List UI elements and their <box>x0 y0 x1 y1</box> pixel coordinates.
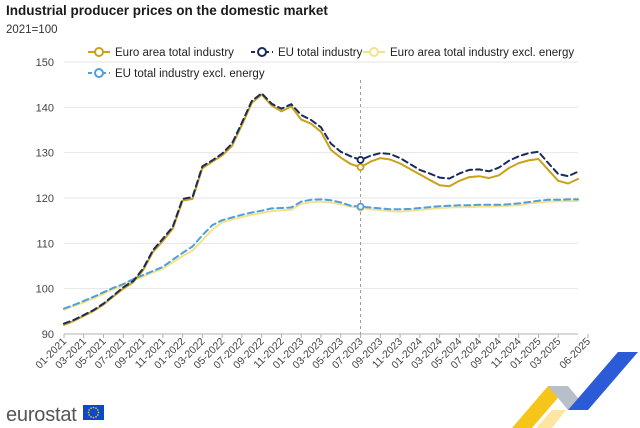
y-tick-label: 120 <box>36 193 54 205</box>
series-point <box>356 202 365 211</box>
series-line <box>63 199 579 311</box>
y-tick-label: 110 <box>36 238 54 250</box>
legend-label: EU total industry <box>278 47 363 59</box>
series-point <box>356 156 365 164</box>
legend-item[interactable]: Euro area total industry <box>88 47 234 59</box>
unit-label: 2021=100 <box>6 24 58 36</box>
series-lines <box>63 92 579 326</box>
series-line <box>63 198 579 310</box>
flag-star-icon <box>95 416 97 418</box>
legend-marker-icon <box>257 47 267 57</box>
flag-star-icon <box>92 406 95 409</box>
flag-star-icon <box>88 409 90 411</box>
flag-star-icon <box>90 416 92 418</box>
grid-lines <box>64 61 578 335</box>
eu-flag-icon <box>83 405 104 420</box>
legend-label: Euro area total industry excl. energy <box>390 47 574 59</box>
legend-item[interactable]: Euro area total industry excl. energy <box>363 47 574 59</box>
legend-label: Euro area total industry <box>115 47 234 59</box>
flag-star-icon <box>88 414 90 416</box>
flag-star-icon <box>92 416 95 419</box>
legend-label: EU total industry excl. energy <box>115 68 265 80</box>
legend[interactable]: Euro area total industry EU total industr… <box>88 47 574 80</box>
flag-star-icon <box>90 407 92 409</box>
legend-item[interactable]: EU total industry excl. energy <box>88 68 265 80</box>
legend-marker-icon <box>94 68 104 78</box>
eu-flag-stars-icon <box>87 406 100 419</box>
flag-star-icon <box>97 409 99 411</box>
corner-decoration-icon <box>512 352 638 428</box>
flag-star-icon <box>95 407 97 409</box>
series-line <box>63 92 579 325</box>
flag-star-icon <box>87 411 90 414</box>
chart-title: Industrial producer prices on the domest… <box>6 3 328 18</box>
y-tick-label: 130 <box>36 148 54 160</box>
flag-star-icon <box>97 414 99 416</box>
eurostat-wordmark: eurostat <box>6 404 77 426</box>
y-tick-label: 90 <box>42 329 54 341</box>
series-points <box>356 156 365 212</box>
y-axis-ticks: 90 100 110 120 130 140 150 <box>36 57 54 341</box>
eurostat-logo: eurostat <box>6 404 104 426</box>
legend-marker-icon <box>369 47 379 57</box>
y-tick-label: 150 <box>36 57 54 69</box>
y-tick-label: 140 <box>36 102 54 114</box>
x-tick-label: 06-2025 <box>557 336 593 372</box>
legend-marker-icon <box>94 47 104 57</box>
x-axis-ticks: 01-202103-202105-202107-202109-202111-20… <box>33 334 593 371</box>
flag-star-icon <box>97 411 100 414</box>
y-tick-label: 100 <box>36 284 54 296</box>
series-point <box>356 163 365 172</box>
legend-item[interactable]: EU total industry <box>251 47 363 59</box>
